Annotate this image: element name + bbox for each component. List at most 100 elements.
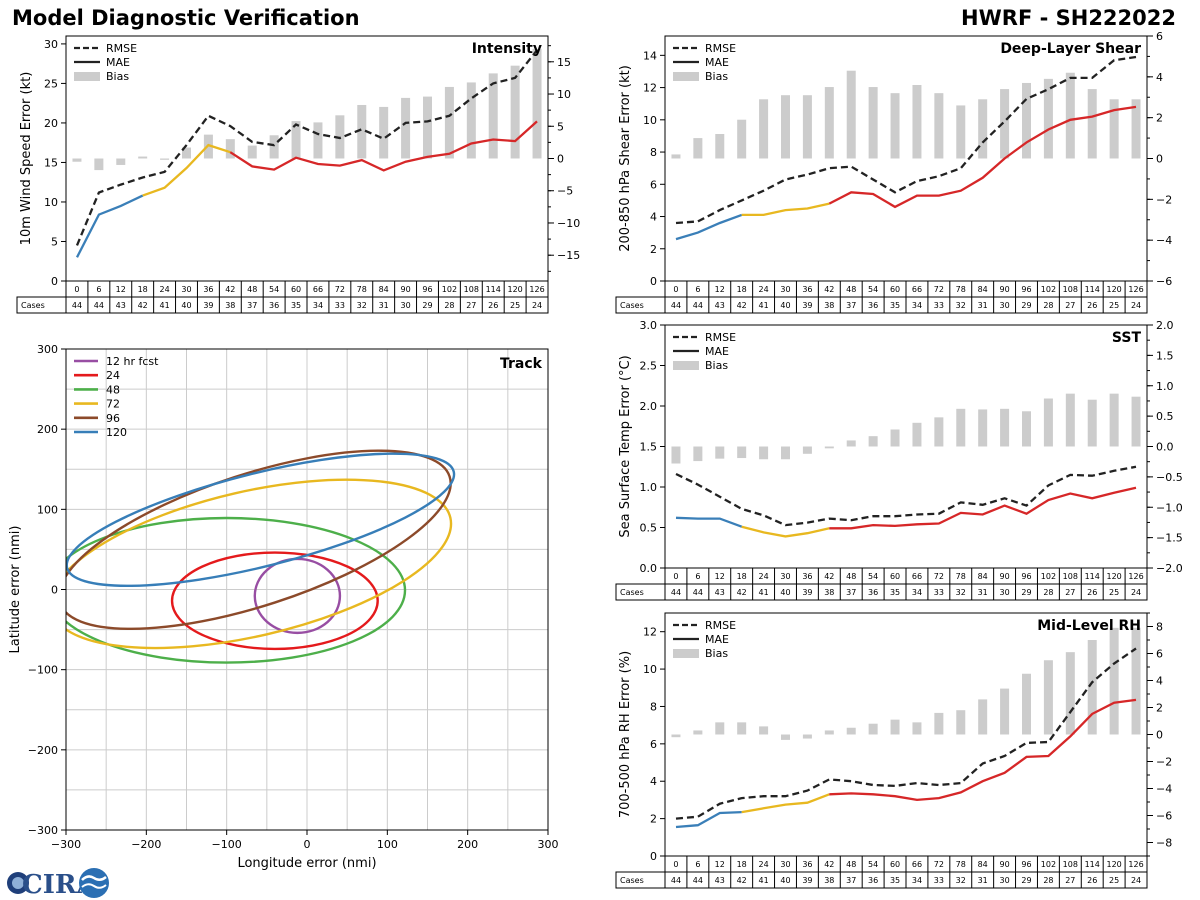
y-tick-label: 0.5: [640, 522, 658, 535]
hour-cell: 108: [1063, 860, 1078, 869]
hour-cell: 120: [1106, 285, 1121, 294]
hour-cell: 90: [999, 285, 1009, 294]
bias-bar: [1065, 393, 1075, 447]
bias-bar: [466, 82, 476, 159]
cases-cell: 32: [956, 588, 966, 597]
y2-tick-label: −6: [1156, 275, 1172, 288]
y-tick-label: 0: [51, 275, 58, 288]
bias-bar: [934, 93, 944, 159]
hour-cell: 0: [673, 572, 678, 581]
cases-cell: 27: [1065, 588, 1075, 597]
y-axis-label: 200-850 hPa Shear Error (kt): [618, 65, 633, 252]
legend-mae-label: MAE: [705, 633, 729, 646]
bias-bar: [824, 730, 834, 735]
cases-cell: 34: [912, 876, 922, 885]
bias-bar: [1043, 660, 1053, 735]
mae-line: [741, 202, 830, 217]
bias-bar: [693, 446, 703, 462]
bias-bar: [715, 722, 725, 735]
y2-tick-label: −2: [1156, 193, 1172, 206]
y2-tick-label: 4: [1156, 675, 1163, 688]
x-axis-label: Longitude error (nmi): [237, 856, 376, 871]
hour-cell: 12: [715, 572, 725, 581]
hour-cell: 72: [335, 285, 345, 294]
rmse-line: [675, 647, 1137, 820]
cases-cell: 35: [890, 588, 900, 597]
hour-cell: 6: [695, 860, 700, 869]
cases-cell: 27: [466, 301, 476, 310]
cases-label: Cases: [21, 301, 45, 310]
rmse-line: [675, 465, 1137, 527]
cases-cell: 36: [269, 301, 279, 310]
y2-tick-label: 2.0: [1156, 319, 1174, 332]
hour-cell: 24: [758, 285, 768, 294]
ellipse-group: [66, 449, 456, 664]
legend-rmse-label: RMSE: [705, 331, 736, 344]
y-tick-label: 20: [44, 117, 58, 130]
cases-cell: 39: [802, 588, 812, 597]
cases-cell: 43: [715, 876, 725, 885]
bias-bar: [1109, 99, 1119, 159]
panel-title: SST: [1112, 330, 1142, 346]
y2-tick-label: 6: [1156, 648, 1163, 661]
hour-cell: 102: [1041, 285, 1056, 294]
cases-cell: 36: [868, 301, 878, 310]
bias-bar: [116, 158, 126, 165]
cases-cell: 44: [693, 876, 703, 885]
bias-bar: [444, 86, 454, 159]
page-title: Model Diagnostic Verification: [12, 6, 360, 30]
legend-bias-label: Bias: [106, 70, 129, 83]
hour-cell: 48: [846, 860, 856, 869]
cases-cell: 32: [956, 876, 966, 885]
hour-cell: 30: [780, 285, 790, 294]
hour-cell: 90: [999, 572, 1009, 581]
hour-cell: 66: [912, 860, 922, 869]
hour-cell: 24: [159, 285, 169, 294]
cases-cell: 30: [999, 588, 1009, 597]
track-ellipse: [66, 449, 452, 631]
cases-cell: 38: [225, 301, 235, 310]
track-ellipse: [66, 452, 456, 588]
bias-bar: [890, 93, 900, 159]
y2-tick-label: −8: [1156, 837, 1172, 850]
y-tick-label: 10: [44, 196, 58, 209]
hour-cell: 114: [486, 285, 501, 294]
legend-label: 24: [106, 369, 120, 382]
y-tick-label: −300: [28, 824, 58, 837]
y-tick-label: 30: [44, 38, 58, 51]
cases-cell: 27: [1065, 301, 1075, 310]
hour-cell: 36: [802, 860, 812, 869]
cases-cell: 41: [159, 301, 169, 310]
hour-cell: 120: [507, 285, 522, 294]
hour-cell: 60: [890, 572, 900, 581]
y-tick-label: −200: [28, 744, 58, 757]
y-tick-label: 12: [643, 82, 657, 95]
hour-cell: 78: [956, 285, 966, 294]
y-tick-label: 10: [643, 663, 657, 676]
cases-cell: 29: [1021, 876, 1031, 885]
hour-cell: 30: [181, 285, 191, 294]
hour-cell: 18: [138, 285, 148, 294]
bias-bar: [737, 446, 747, 459]
bias-bar: [671, 446, 681, 464]
hour-cell: 84: [379, 285, 389, 294]
hour-cell: 30: [780, 572, 790, 581]
legend-mae-label: MAE: [705, 345, 729, 358]
hour-cell: 102: [1041, 860, 1056, 869]
legend-mae-label: MAE: [705, 56, 729, 69]
mae-line: [675, 516, 743, 528]
bias-bar: [846, 440, 856, 447]
cases-cell: 36: [868, 876, 878, 885]
cases-cell: 35: [890, 876, 900, 885]
legend-label: 96: [106, 412, 120, 425]
hour-cell: 126: [1128, 572, 1143, 581]
y-tick-label: 8: [650, 700, 657, 713]
hour-cell: 102: [442, 285, 457, 294]
legend-bias-label: Bias: [705, 70, 728, 83]
bias-bar: [357, 104, 367, 159]
bias-bar: [1087, 640, 1097, 735]
mae-line: [829, 486, 1137, 530]
cases-cell: 35: [890, 301, 900, 310]
cases-cell: 44: [693, 588, 703, 597]
hour-cell: 126: [529, 285, 544, 294]
